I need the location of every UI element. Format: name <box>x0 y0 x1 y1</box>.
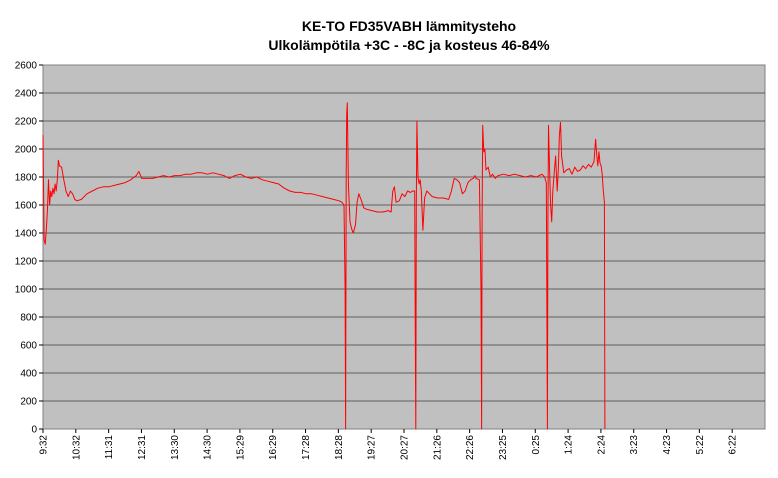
y-tick-label: 400 <box>20 369 37 380</box>
y-tick-label: 1000 <box>15 285 38 296</box>
series-layer <box>42 102 606 430</box>
y-tick-label: 2000 <box>15 145 38 156</box>
x-tick-label: 17:28 <box>301 435 312 460</box>
grid-lines <box>43 92 765 402</box>
series-line-1 <box>42 102 606 430</box>
x-tick-label: 1:24 <box>564 435 575 455</box>
x-tick-label: 14:30 <box>203 435 214 460</box>
x-tick-label: 5:22 <box>695 435 706 455</box>
plot-area <box>42 64 766 430</box>
x-tick-label: 12:31 <box>137 435 148 460</box>
x-tick-label: 21:26 <box>432 435 443 460</box>
y-tick-label: 1200 <box>15 257 38 268</box>
chart-title-line1: KE-TO FD35VABH lämmitysteho <box>302 18 516 34</box>
x-tick-label: 2:24 <box>596 435 607 455</box>
y-tick-label: 1600 <box>15 201 38 212</box>
x-tick-label: 4:23 <box>662 435 673 455</box>
y-tick-label: 1400 <box>15 229 38 240</box>
x-tick-label: 0:25 <box>531 435 542 455</box>
chart-title-line2: Ulkolämpötila +3C - -8C ja kosteus 46-84… <box>268 37 550 53</box>
x-tick-label: 16:29 <box>268 435 279 460</box>
x-tick-label: 22:26 <box>465 435 476 460</box>
y-tick-label: 200 <box>20 397 37 408</box>
x-tick-label: 6:22 <box>728 435 739 455</box>
y-tick-label: 1800 <box>15 173 38 184</box>
x-tick-label: 10:32 <box>71 435 82 460</box>
x-tick-label: 20:27 <box>400 435 411 460</box>
x-tick-label: 13:30 <box>170 435 181 460</box>
x-tick-label: 11:31 <box>104 435 115 460</box>
x-tick-label: 19:27 <box>367 435 378 460</box>
y-tick-label: 2600 <box>15 61 38 72</box>
x-tick-label: 3:23 <box>629 435 640 455</box>
x-axis: 9:32 10:32 11:31 12:31 13:30 14:30 15:29 16:29 1… <box>39 429 739 460</box>
x-tick-label: 15:29 <box>235 435 246 460</box>
y-tick-label: 800 <box>20 313 37 324</box>
y-axis: 0 200 400 600 800 1000 1200 1400 1600 1800 2000 220… <box>15 61 43 436</box>
x-tick-label: 23:25 <box>498 435 509 460</box>
y-tick-label: 600 <box>20 341 37 352</box>
y-tick-label: 2200 <box>15 117 38 128</box>
x-tick-label: 9:32 <box>39 435 50 455</box>
y-tick-label: 2400 <box>15 89 38 100</box>
x-tick-label: 18:28 <box>334 435 345 460</box>
y-tick-label: 0 <box>31 425 37 436</box>
